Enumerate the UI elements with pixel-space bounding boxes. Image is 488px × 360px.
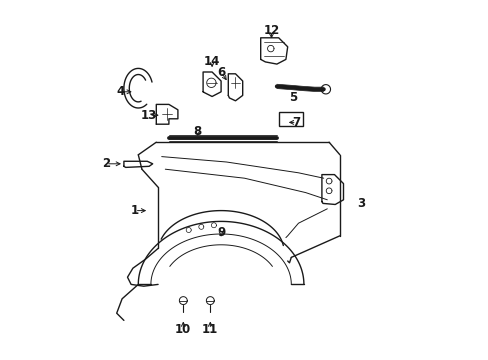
Text: 9: 9 [217, 226, 225, 239]
Text: 1: 1 [130, 204, 139, 217]
Text: 11: 11 [202, 323, 218, 336]
Text: 10: 10 [175, 323, 191, 336]
Text: 8: 8 [193, 125, 202, 138]
Bar [278, 112, 303, 126]
Text: 7: 7 [292, 116, 300, 129]
Text: 5: 5 [288, 91, 297, 104]
Text: 6: 6 [217, 66, 225, 78]
Text: 3: 3 [357, 197, 365, 210]
Text: 12: 12 [263, 24, 279, 37]
Text: 13: 13 [141, 109, 157, 122]
Text: 4: 4 [116, 85, 124, 98]
Text: 2: 2 [102, 157, 110, 170]
Text: 14: 14 [203, 55, 220, 68]
